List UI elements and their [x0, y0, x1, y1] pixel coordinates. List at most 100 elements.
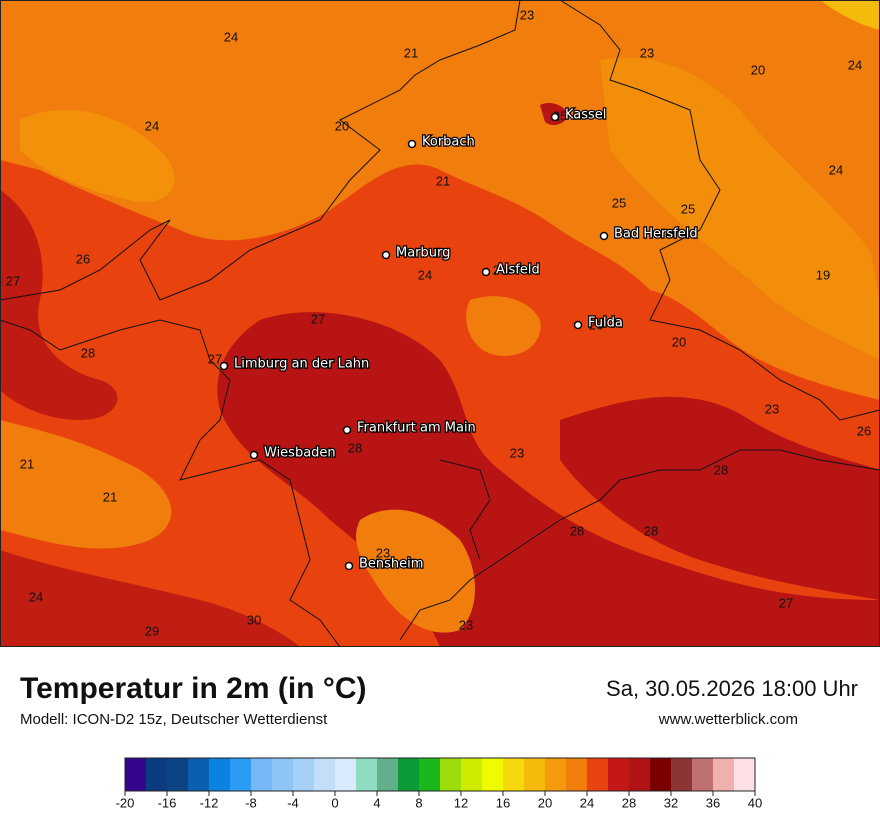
colorbar-tick-label: 4 — [373, 795, 380, 810]
city-name: Korbach — [422, 135, 475, 150]
temperature-label: 19 — [816, 267, 830, 282]
temperature-label: 24 — [848, 57, 862, 72]
temperature-label: 21 — [103, 489, 117, 504]
temperature-label: 26 — [589, 317, 603, 332]
state-border — [559, 0, 880, 421]
region-hot — [560, 396, 880, 600]
temperature-label: 23 — [510, 445, 524, 460]
colorbar-segment — [566, 758, 588, 791]
city-dot — [481, 267, 491, 277]
city-name: Frankfurt am Main — [357, 421, 476, 436]
colorbar-segment — [587, 758, 609, 791]
region-warm-light — [20, 110, 175, 202]
city-dot — [550, 112, 560, 122]
temperature-label: 20 — [335, 118, 349, 133]
city-name: Fulda — [588, 316, 623, 331]
temperature-label: 26 — [857, 423, 871, 438]
region-hot — [0, 190, 118, 420]
temperature-label: 27 — [6, 273, 20, 288]
city-name: Marburg — [396, 246, 450, 261]
colorbar-segment — [293, 758, 315, 791]
colorbar-segment — [356, 758, 378, 791]
colorbar-segment — [545, 758, 567, 791]
city-name: Limburg an der Lahn — [234, 357, 369, 372]
temperature-label: 25 — [612, 195, 626, 210]
temperature-label: 24 — [418, 267, 432, 282]
colorbar-segment — [398, 758, 420, 791]
temperature-label: 21 — [436, 173, 450, 188]
colorbar-tick-label: -12 — [200, 795, 219, 810]
temperature-label: 24 — [29, 589, 43, 604]
state-border — [0, 0, 521, 301]
temperature-label: 23 — [376, 545, 390, 560]
colorbar-tick-label: 40 — [748, 795, 762, 810]
temperature-label: 24 — [829, 162, 843, 177]
colorbar-tick-label: -16 — [158, 795, 177, 810]
colorbar-tick-label: 0 — [331, 795, 338, 810]
colorbar-tick-label: 32 — [664, 795, 678, 810]
city-dot — [342, 425, 352, 435]
region-hot — [0, 550, 300, 647]
temperature-label: 20 — [751, 62, 765, 77]
colorbar-tick-label: 8 — [415, 795, 422, 810]
colorbar-segment — [167, 758, 189, 791]
city-dot — [249, 450, 259, 460]
map — [0, 0, 880, 648]
temperature-label: 29 — [145, 623, 159, 638]
temperature-label: 23 — [765, 401, 779, 416]
city-name: Wiesbaden — [264, 446, 336, 461]
colorbar-tick-label: 20 — [538, 795, 552, 810]
temperature-label: 28 — [714, 462, 728, 477]
region-warm — [0, 420, 172, 549]
temperature-label: 26 — [76, 251, 90, 266]
temperature-label: 27 — [779, 595, 793, 610]
region-warm — [466, 296, 541, 356]
colorbar-tick-label: -4 — [287, 795, 299, 810]
colorbar-segment — [461, 758, 483, 791]
temperature-label: 21 — [20, 456, 34, 471]
colorbar-segment — [503, 758, 525, 791]
colorbar-segment — [209, 758, 231, 791]
colorbar-tick-label: 16 — [496, 795, 510, 810]
city-name: Bad Hersfeld — [614, 227, 698, 242]
temperature-label: 23 — [459, 617, 473, 632]
colorbar-tick-label: 28 — [622, 795, 636, 810]
city-dot — [407, 139, 417, 149]
temperature-label: 23 — [520, 7, 534, 22]
website: www.wetterblick.com — [658, 711, 798, 728]
city-dot — [381, 250, 391, 260]
temperature-label: 21 — [404, 45, 418, 60]
temperature-label: 27 — [311, 311, 325, 326]
city-markers: Kassel Korbach Marburg Alsfeld Bad Hersfeld F… — [219, 106, 699, 573]
colorbar-segment — [125, 758, 147, 791]
temperature-label: 23 — [640, 45, 654, 60]
temperature-label: 27 — [208, 351, 222, 366]
colorbar-segment — [272, 758, 294, 791]
colorbar-segment — [230, 758, 252, 791]
title: Temperatur in 2m (in °C) — [20, 672, 366, 705]
colorbar-segment — [650, 758, 672, 791]
colorbar-tick-label: -8 — [245, 795, 257, 810]
state-border — [399, 449, 880, 641]
temperature-label: 28 — [81, 345, 95, 360]
colorbar-segment — [251, 758, 273, 791]
temperature-label: 28 — [348, 440, 362, 455]
state-border — [439, 459, 491, 561]
colorbar-segment — [524, 758, 546, 791]
colorbar: -20 -16 -12 -8 -4 0 4 8 12 16 20 24 28 32 36 40 — [116, 757, 762, 810]
colorbar-segment — [734, 758, 756, 791]
colorbar-segment — [419, 758, 441, 791]
temperature-label: 24 — [145, 118, 159, 133]
colorbar-tick-label: -20 — [116, 795, 135, 810]
city-dot — [219, 361, 229, 371]
colorbar-frame — [124, 757, 756, 792]
region-warm-light — [600, 57, 880, 360]
city-dot — [344, 561, 354, 571]
colorbar-segment — [482, 758, 504, 791]
temperature-label: 25 — [681, 201, 695, 216]
state-border — [0, 319, 341, 648]
colorbar-segment — [713, 758, 735, 791]
colorbar-segment — [314, 758, 336, 791]
